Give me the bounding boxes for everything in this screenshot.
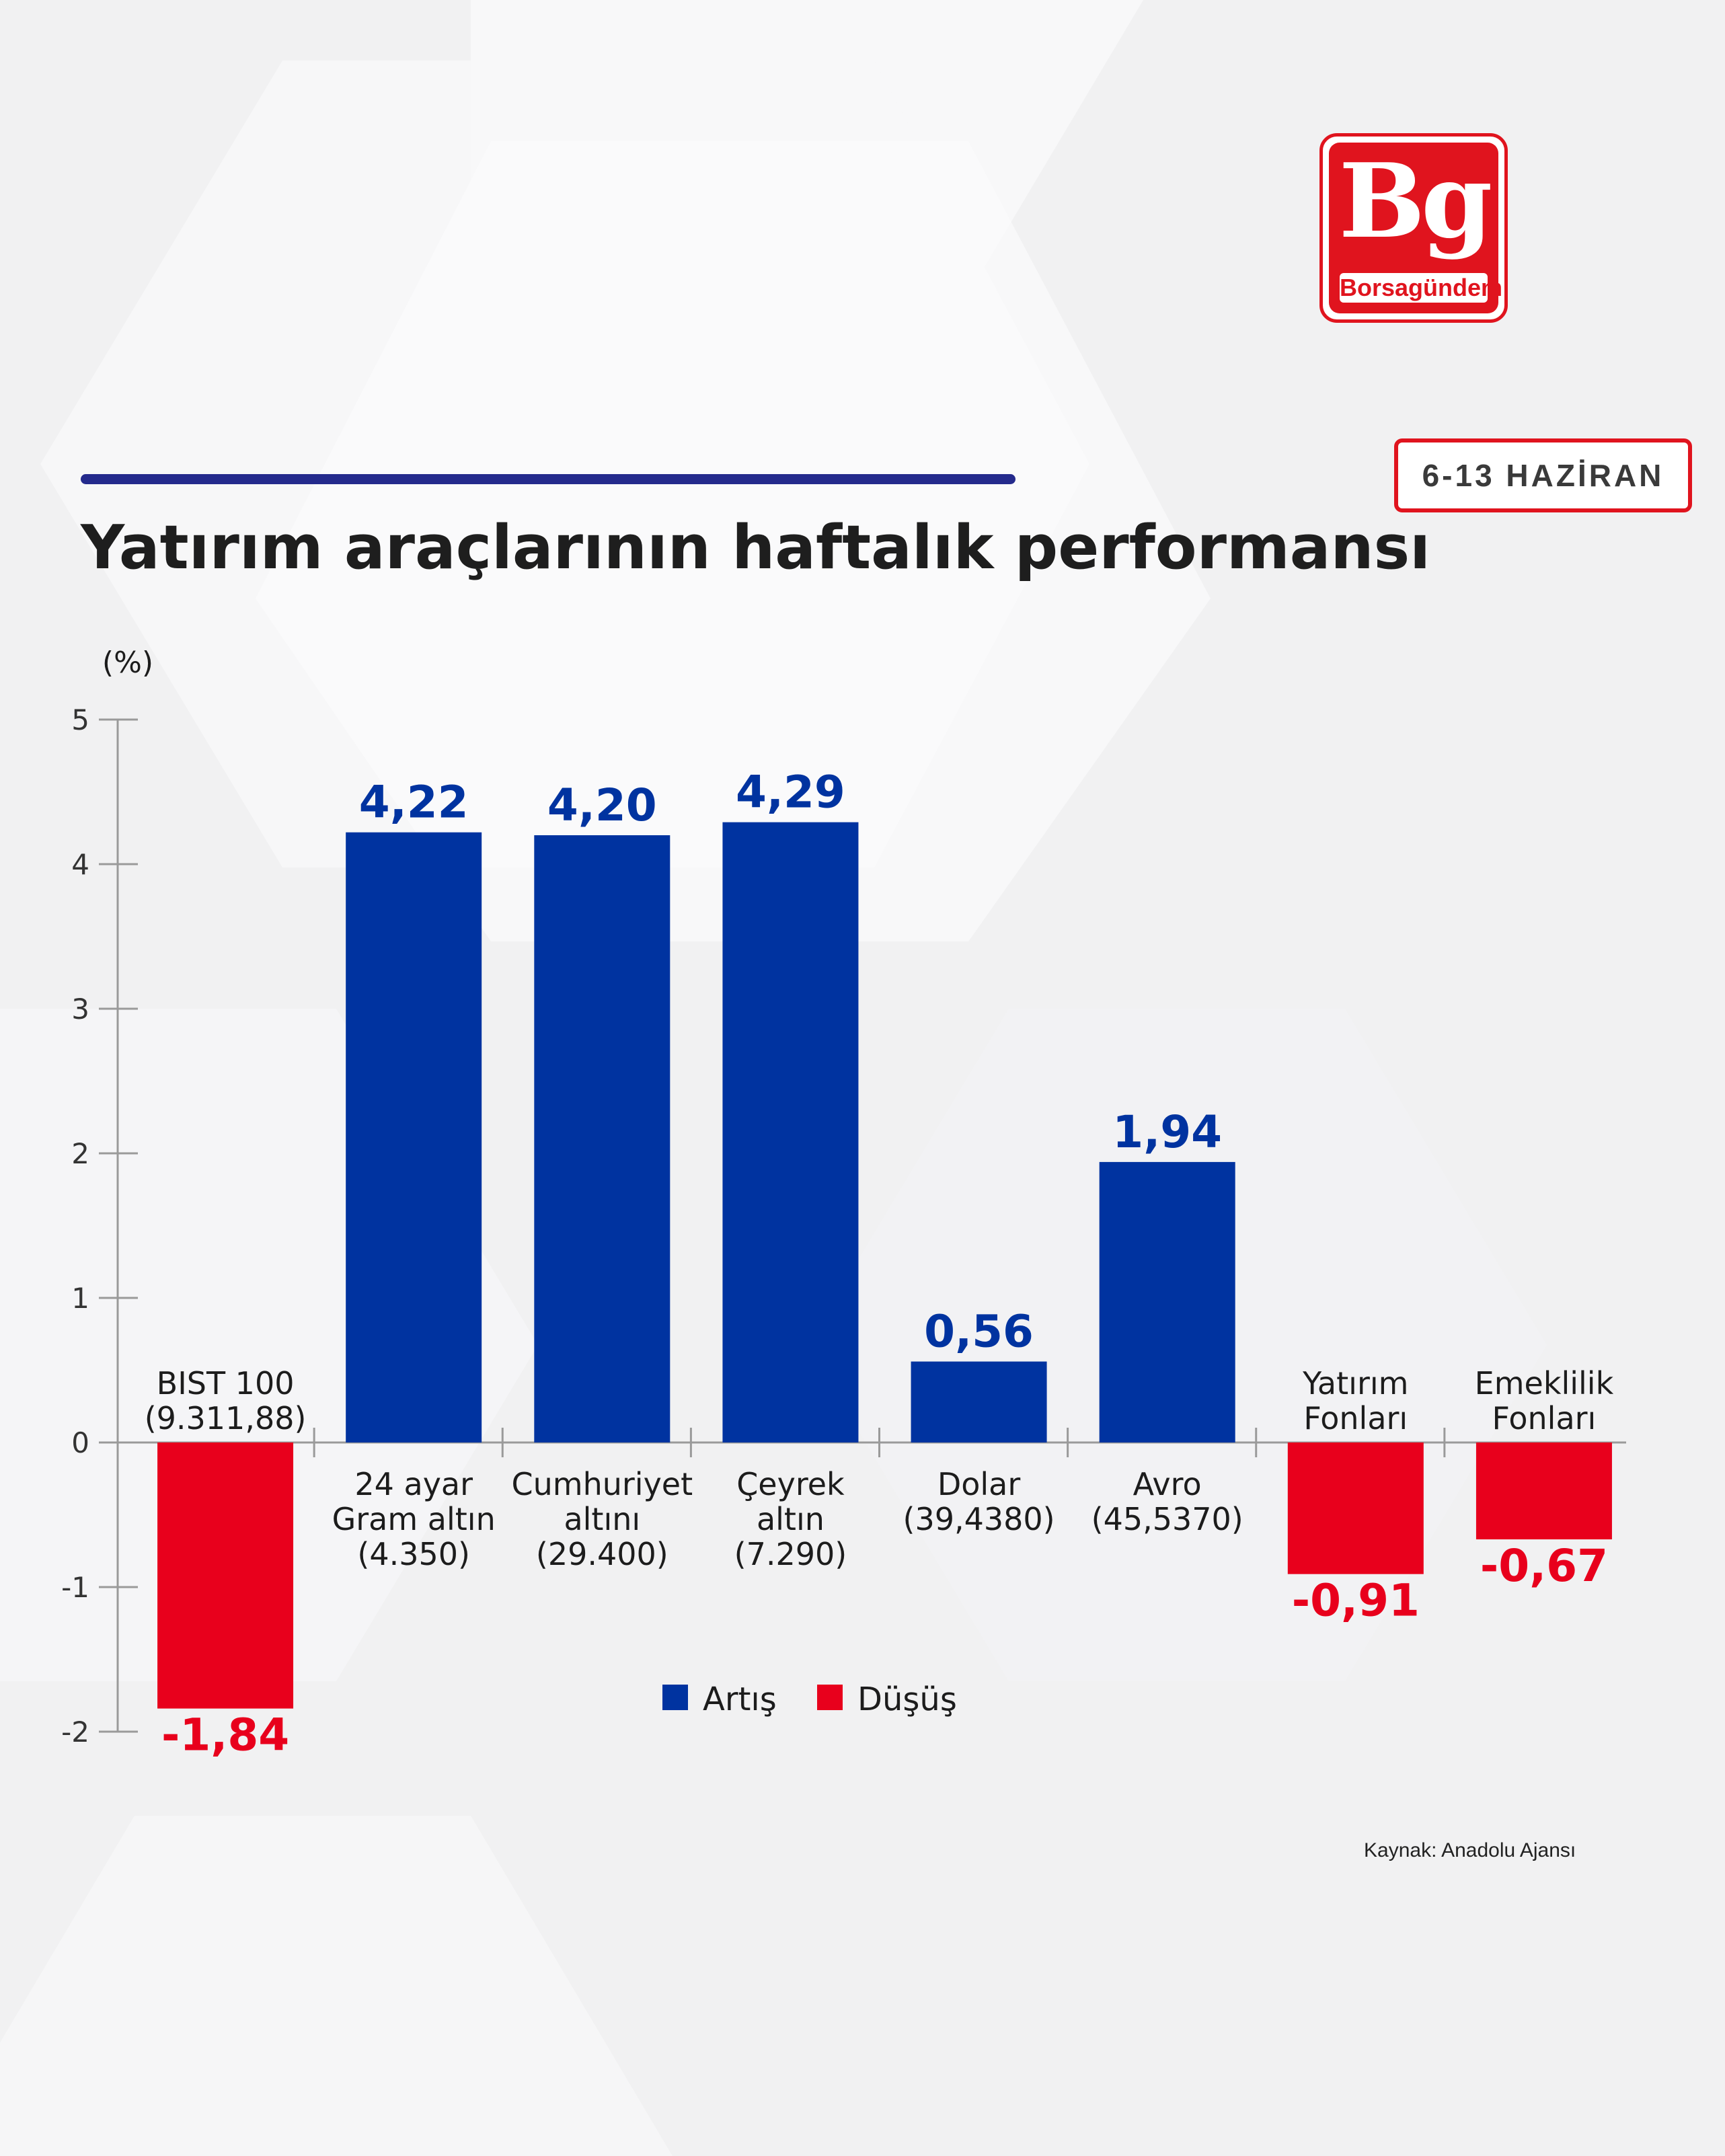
y-tick-label: -1 bbox=[61, 1571, 89, 1604]
category-label: (7.290) bbox=[734, 1536, 847, 1572]
data-label: 4,29 bbox=[736, 767, 845, 818]
category-label: altını bbox=[564, 1501, 640, 1537]
category-label: Fonları bbox=[1492, 1400, 1597, 1436]
bar bbox=[534, 835, 670, 1442]
category-label: Çeyrek bbox=[736, 1466, 845, 1502]
logo-name: Borsagündem bbox=[1340, 273, 1503, 303]
data-label: 1,94 bbox=[1112, 1106, 1222, 1158]
legend-label: Düşüş bbox=[857, 1681, 957, 1718]
category-label: 24 ayar bbox=[354, 1466, 473, 1502]
category-label: (29.400) bbox=[536, 1536, 668, 1572]
data-label: -1,84 bbox=[161, 1709, 289, 1761]
y-axis-title: (%) bbox=[102, 646, 153, 680]
category-label: Cumhuriyet bbox=[511, 1466, 693, 1502]
data-label: -0,67 bbox=[1480, 1540, 1608, 1592]
category-label: Avro bbox=[1133, 1466, 1202, 1502]
data-label: 4,22 bbox=[359, 777, 469, 829]
category-label: Yatırım bbox=[1302, 1365, 1408, 1401]
bar bbox=[911, 1361, 1047, 1442]
logo-mark: Bg bbox=[1338, 141, 1493, 261]
borsagundem-logo: Bg Borsagündem bbox=[1319, 133, 1508, 323]
category-label: Fonları bbox=[1303, 1400, 1408, 1436]
date-badge: 6-13 HAZİRAN bbox=[1394, 438, 1692, 512]
y-tick-label: 3 bbox=[71, 993, 89, 1026]
bar bbox=[722, 822, 859, 1442]
y-tick-label: -2 bbox=[61, 1716, 89, 1748]
category-label: Gram altın bbox=[332, 1501, 496, 1537]
bar bbox=[346, 832, 482, 1442]
source-note: Kaynak: Anadolu Ajansı bbox=[1364, 1839, 1576, 1861]
page-title: Yatırım araçlarının haftalık performansı bbox=[81, 512, 1431, 583]
logo-badge: Bg Borsagündem bbox=[1329, 141, 1503, 313]
category-label: Emeklilik bbox=[1475, 1365, 1614, 1401]
title-accent-bar bbox=[81, 474, 1015, 484]
category-label: Dolar bbox=[937, 1466, 1021, 1502]
category-label: (9.311,88) bbox=[145, 1400, 307, 1436]
bar bbox=[1475, 1442, 1612, 1540]
data-label: 0,56 bbox=[924, 1306, 1034, 1358]
category-label: BIST 100 bbox=[157, 1365, 295, 1401]
legend-label: Artış bbox=[703, 1681, 777, 1718]
y-tick-label: 2 bbox=[71, 1137, 89, 1170]
y-tick-label: 0 bbox=[71, 1426, 89, 1459]
data-label: 4,20 bbox=[547, 779, 657, 831]
category-label: (39,4380) bbox=[903, 1501, 1055, 1537]
legend-swatch bbox=[662, 1685, 688, 1710]
data-label: -0,91 bbox=[1292, 1575, 1420, 1627]
bar bbox=[1099, 1161, 1235, 1442]
legend-swatch bbox=[817, 1685, 843, 1710]
y-tick-label: 4 bbox=[71, 848, 89, 881]
bar bbox=[157, 1442, 294, 1709]
category-label: (45,5370) bbox=[1091, 1501, 1243, 1537]
category-label: altın bbox=[757, 1501, 825, 1537]
bar bbox=[1287, 1442, 1424, 1574]
y-tick-label: 5 bbox=[71, 703, 89, 736]
category-label: (4.350) bbox=[357, 1536, 470, 1572]
y-tick-label: 1 bbox=[71, 1282, 89, 1315]
